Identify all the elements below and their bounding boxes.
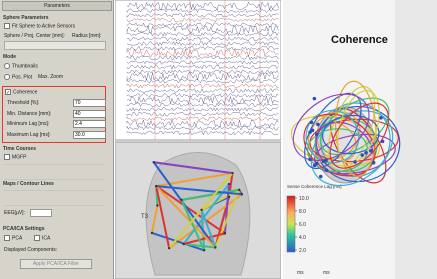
field-label: Threshold [%]: bbox=[7, 100, 39, 106]
label: EEG[µV]: bbox=[4, 210, 25, 216]
electrode bbox=[200, 209, 202, 211]
field-label: Maximum Lag [ms]: bbox=[7, 132, 51, 138]
electrode bbox=[156, 204, 158, 206]
colorbar-tick-label: 2.0 bbox=[299, 248, 306, 254]
sensor bbox=[310, 121, 314, 125]
label: PCA bbox=[12, 235, 22, 241]
section-title: Sphere Parameters bbox=[3, 15, 49, 21]
radio[interactable]: Pos. Plot bbox=[4, 74, 32, 80]
label: Fit Sphere to Active Sensors bbox=[12, 23, 75, 29]
colorbar-tick-label: 4.0 bbox=[299, 235, 306, 241]
label: Displayed Components: bbox=[4, 247, 57, 253]
sensor bbox=[379, 116, 383, 120]
electrode bbox=[228, 196, 230, 198]
field-label: Min. Distance [mm]: bbox=[7, 111, 51, 117]
electrode bbox=[228, 183, 230, 185]
axis-label: ms bbox=[323, 270, 330, 276]
electrode bbox=[153, 161, 155, 163]
checkbox[interactable]: ICA bbox=[34, 235, 50, 241]
label: Sphere / Proj. Center [mm]: bbox=[4, 33, 65, 39]
disabled-rows bbox=[4, 164, 104, 180]
sensor bbox=[360, 153, 364, 157]
electrode bbox=[180, 199, 182, 201]
electrode bbox=[203, 249, 205, 251]
coherence-box: ✓Coherence Threshold [%]: 70 Min. Distance… bbox=[2, 86, 106, 143]
sensor bbox=[313, 97, 317, 101]
label: ICA bbox=[42, 235, 50, 241]
electrode bbox=[155, 185, 157, 187]
colorbar-tick-label: 6.0 bbox=[299, 222, 306, 228]
sensor bbox=[364, 151, 368, 155]
checkbox[interactable]: MGFP bbox=[4, 154, 26, 160]
electrode bbox=[182, 243, 184, 245]
sensor bbox=[316, 123, 320, 127]
field-input[interactable]: 30.0 bbox=[73, 131, 106, 139]
axis-label: ms bbox=[297, 270, 304, 276]
field-input[interactable]: 2.4 bbox=[73, 120, 106, 128]
sensor bbox=[308, 158, 312, 162]
label: Max. Zoom bbox=[38, 74, 63, 80]
electrode-label: T3 bbox=[141, 214, 149, 220]
sensor bbox=[381, 140, 385, 144]
eeg-view bbox=[115, 0, 281, 140]
section-title: Time Courses bbox=[3, 146, 36, 152]
electrode bbox=[238, 189, 240, 191]
page: Parameters Sphere Parameters Fit Sphere … bbox=[0, 0, 437, 279]
colorbar-tick-label: 8.0 bbox=[299, 209, 306, 215]
center-panels: T3 bbox=[115, 0, 281, 279]
checkbox[interactable]: PCA bbox=[4, 235, 22, 241]
sensor bbox=[353, 160, 357, 164]
field-input[interactable]: 70 bbox=[73, 99, 106, 107]
label: Thumbnails bbox=[12, 63, 38, 69]
input-row[interactable] bbox=[4, 41, 106, 50]
electrode bbox=[231, 172, 233, 174]
section-title: Maps / Contour Lines bbox=[3, 181, 54, 187]
radio[interactable]: Thumbnails bbox=[4, 63, 38, 69]
label: Coherence bbox=[13, 89, 37, 95]
left-panel: Parameters Sphere Parameters Fit Sphere … bbox=[0, 0, 114, 279]
input[interactable] bbox=[30, 209, 52, 217]
background bbox=[395, 0, 437, 279]
sensor bbox=[313, 164, 317, 168]
label: Radius [mm]: bbox=[72, 33, 101, 39]
electrode bbox=[168, 247, 170, 249]
electrode bbox=[214, 246, 216, 248]
checkbox[interactable]: Fit Sphere to Active Sensors bbox=[4, 23, 75, 29]
sensor bbox=[372, 161, 376, 165]
field-label: Minimum Lag [ms]: bbox=[7, 121, 49, 127]
view-3d: Coherence Sense Coherence Lag [ms] ms ms… bbox=[283, 0, 437, 279]
sensor bbox=[325, 168, 329, 172]
electrode bbox=[224, 232, 226, 234]
checkbox[interactable]: ✓Coherence bbox=[5, 89, 37, 95]
disabled-rows bbox=[4, 190, 104, 206]
field-input[interactable]: 40 bbox=[73, 110, 106, 118]
apply-button[interactable]: Apply PCA/ICA Filter bbox=[20, 259, 92, 269]
sensor bbox=[311, 129, 315, 133]
view-title: Coherence bbox=[331, 34, 388, 46]
electrode bbox=[241, 193, 243, 195]
section-title: Mode bbox=[3, 54, 16, 60]
colorbar-tick-label: 10.0 bbox=[299, 196, 309, 202]
section-title: PCA/ICA Settings bbox=[3, 226, 44, 232]
label: Pos. Plot bbox=[12, 74, 32, 80]
panel-header: Parameters bbox=[2, 1, 112, 11]
colorbar bbox=[287, 196, 295, 252]
electrode bbox=[151, 232, 153, 234]
sensor bbox=[324, 159, 328, 163]
sensor bbox=[319, 175, 323, 179]
label: MGFP bbox=[12, 154, 26, 160]
sensor bbox=[315, 133, 319, 137]
sensor bbox=[369, 149, 373, 153]
